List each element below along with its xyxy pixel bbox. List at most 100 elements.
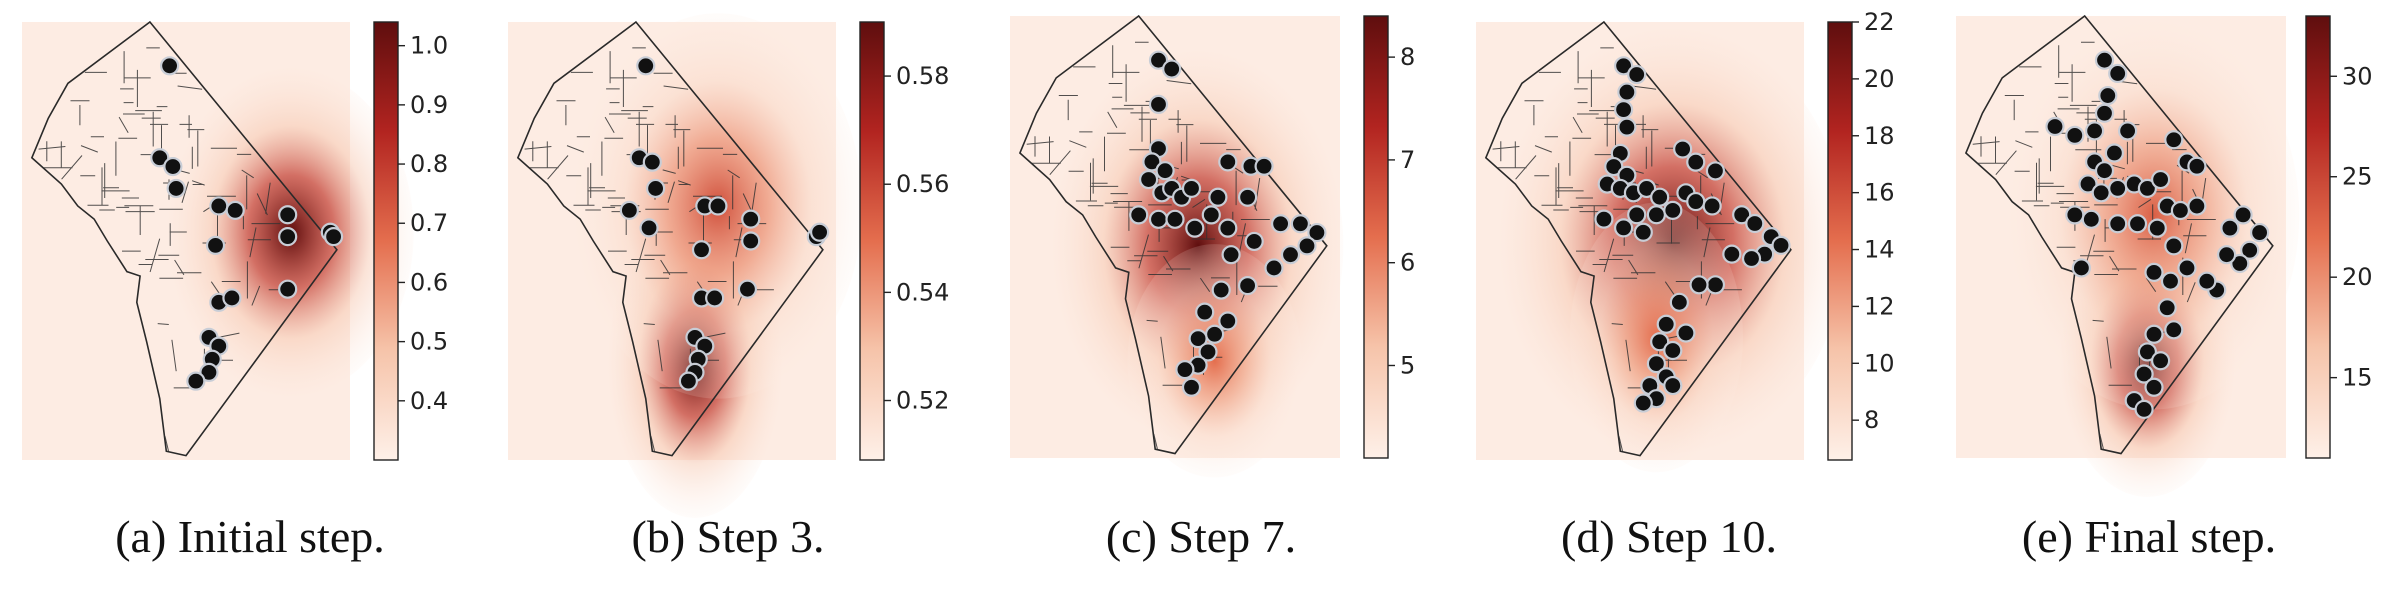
facility-point <box>1148 50 1169 70</box>
colorbar-tick-label: 12 <box>1864 292 1895 320</box>
facility-point <box>1218 152 1238 172</box>
heatmap-hotspot <box>2008 20 2300 410</box>
region-outline <box>1484 20 1792 457</box>
facility-point <box>1745 213 1765 234</box>
facility-point <box>1270 214 1291 234</box>
colorbar <box>859 21 885 461</box>
facility-point <box>2187 196 2207 216</box>
facility-point <box>2098 85 2118 106</box>
colorbar-tick-label: 14 <box>1864 236 1895 264</box>
colorbar <box>373 21 399 461</box>
facility-point <box>1198 342 1218 362</box>
facility-point <box>163 156 183 177</box>
region-outline <box>30 20 338 457</box>
facility-point <box>2250 222 2270 243</box>
facility-point <box>1155 161 1175 181</box>
facility-point <box>225 200 245 220</box>
heatmap-hotspot <box>1127 244 1302 478</box>
facility-point <box>2151 169 2171 190</box>
facility-point <box>2170 200 2190 221</box>
facility-point <box>2217 245 2237 265</box>
colorbar <box>2305 15 2331 459</box>
facility-point <box>1290 214 1311 234</box>
facility-point <box>1702 196 1722 216</box>
colorbar-tick-label: 25 <box>2342 163 2373 191</box>
facility-point <box>2137 342 2157 362</box>
facility-point <box>1264 258 1284 278</box>
facility-point <box>1195 302 1215 322</box>
facility-point <box>737 279 758 299</box>
facility-point <box>2108 178 2128 198</box>
facility-point <box>2071 258 2091 278</box>
facility-point <box>1148 209 1169 229</box>
facility-point <box>2230 253 2250 274</box>
facility-point <box>2065 125 2085 145</box>
facility-point <box>619 200 639 220</box>
facility-point <box>2118 121 2138 141</box>
facility-point <box>1307 222 1327 243</box>
facility-point <box>205 235 226 255</box>
facility-point <box>160 56 180 76</box>
colorbar-tick-label: 10 <box>1864 349 1895 377</box>
facility-point <box>2164 320 2184 340</box>
colorbar-tick-label: 0.56 <box>896 170 949 198</box>
facility-point <box>324 227 344 247</box>
facility-point <box>642 152 662 172</box>
facility-point <box>2108 63 2128 84</box>
facility-point <box>2108 214 2128 234</box>
facility-point <box>1676 323 1696 343</box>
colorbar-tick-label: 0.8 <box>410 150 448 178</box>
panel-caption-a: (a) Initial step. <box>115 511 385 562</box>
region-outline <box>516 20 824 457</box>
facility-point <box>809 222 830 242</box>
facility-point <box>1613 56 1634 76</box>
facility-point <box>708 196 728 216</box>
facility-point <box>1689 275 1709 295</box>
facility-point <box>199 362 219 382</box>
facility-point <box>1129 205 1149 225</box>
colorbar-tick-label: 0.9 <box>410 91 448 119</box>
facility-point <box>1613 218 1634 238</box>
facility-point <box>1237 276 1258 296</box>
colorbar-tick-label: 8 <box>1864 406 1879 434</box>
facility-point <box>1142 152 1162 172</box>
facility-point <box>2160 271 2181 291</box>
colorbar-tick-label: 7 <box>1400 146 1415 174</box>
facility-point <box>645 178 666 199</box>
facility-point <box>2091 183 2111 203</box>
facility-point <box>1633 393 1653 413</box>
facility-point <box>278 205 298 225</box>
facility-point <box>1201 205 1221 225</box>
facility-point <box>1254 156 1274 176</box>
panel-caption-d: (d) Step 10. <box>1561 511 1777 562</box>
facility-point <box>636 56 656 76</box>
facility-point <box>2045 116 2065 137</box>
colorbar <box>1827 21 1853 461</box>
facility-point <box>2127 214 2148 234</box>
facility-point <box>2078 174 2098 194</box>
facility-point <box>1218 311 1238 331</box>
colorbar-tick-label: 0.54 <box>896 278 949 306</box>
facility-point <box>2144 262 2164 282</box>
facility-point <box>1741 248 1762 269</box>
facility-point <box>1656 314 1676 334</box>
facility-point <box>1646 205 1667 225</box>
facility-point <box>1633 222 1653 242</box>
facility-point <box>1181 377 1202 397</box>
facility-point <box>222 288 242 308</box>
facility-point <box>2065 205 2085 225</box>
facility-point <box>1673 139 1693 159</box>
facility-point <box>2220 218 2240 238</box>
facility-point <box>1208 187 1228 207</box>
colorbar-tick-label: 30 <box>2342 62 2373 90</box>
facility-point <box>2151 351 2171 371</box>
colorbar-tick-label: 16 <box>1864 179 1895 207</box>
facility-point <box>1627 64 1647 85</box>
colorbar-tick-label: 0.6 <box>410 268 448 296</box>
colorbar-tick-label: 6 <box>1400 249 1415 277</box>
facility-point <box>678 371 699 391</box>
colorbar-tick-label: 0.5 <box>410 328 448 356</box>
facility-point <box>1617 82 1637 102</box>
facility-point <box>1663 375 1683 396</box>
